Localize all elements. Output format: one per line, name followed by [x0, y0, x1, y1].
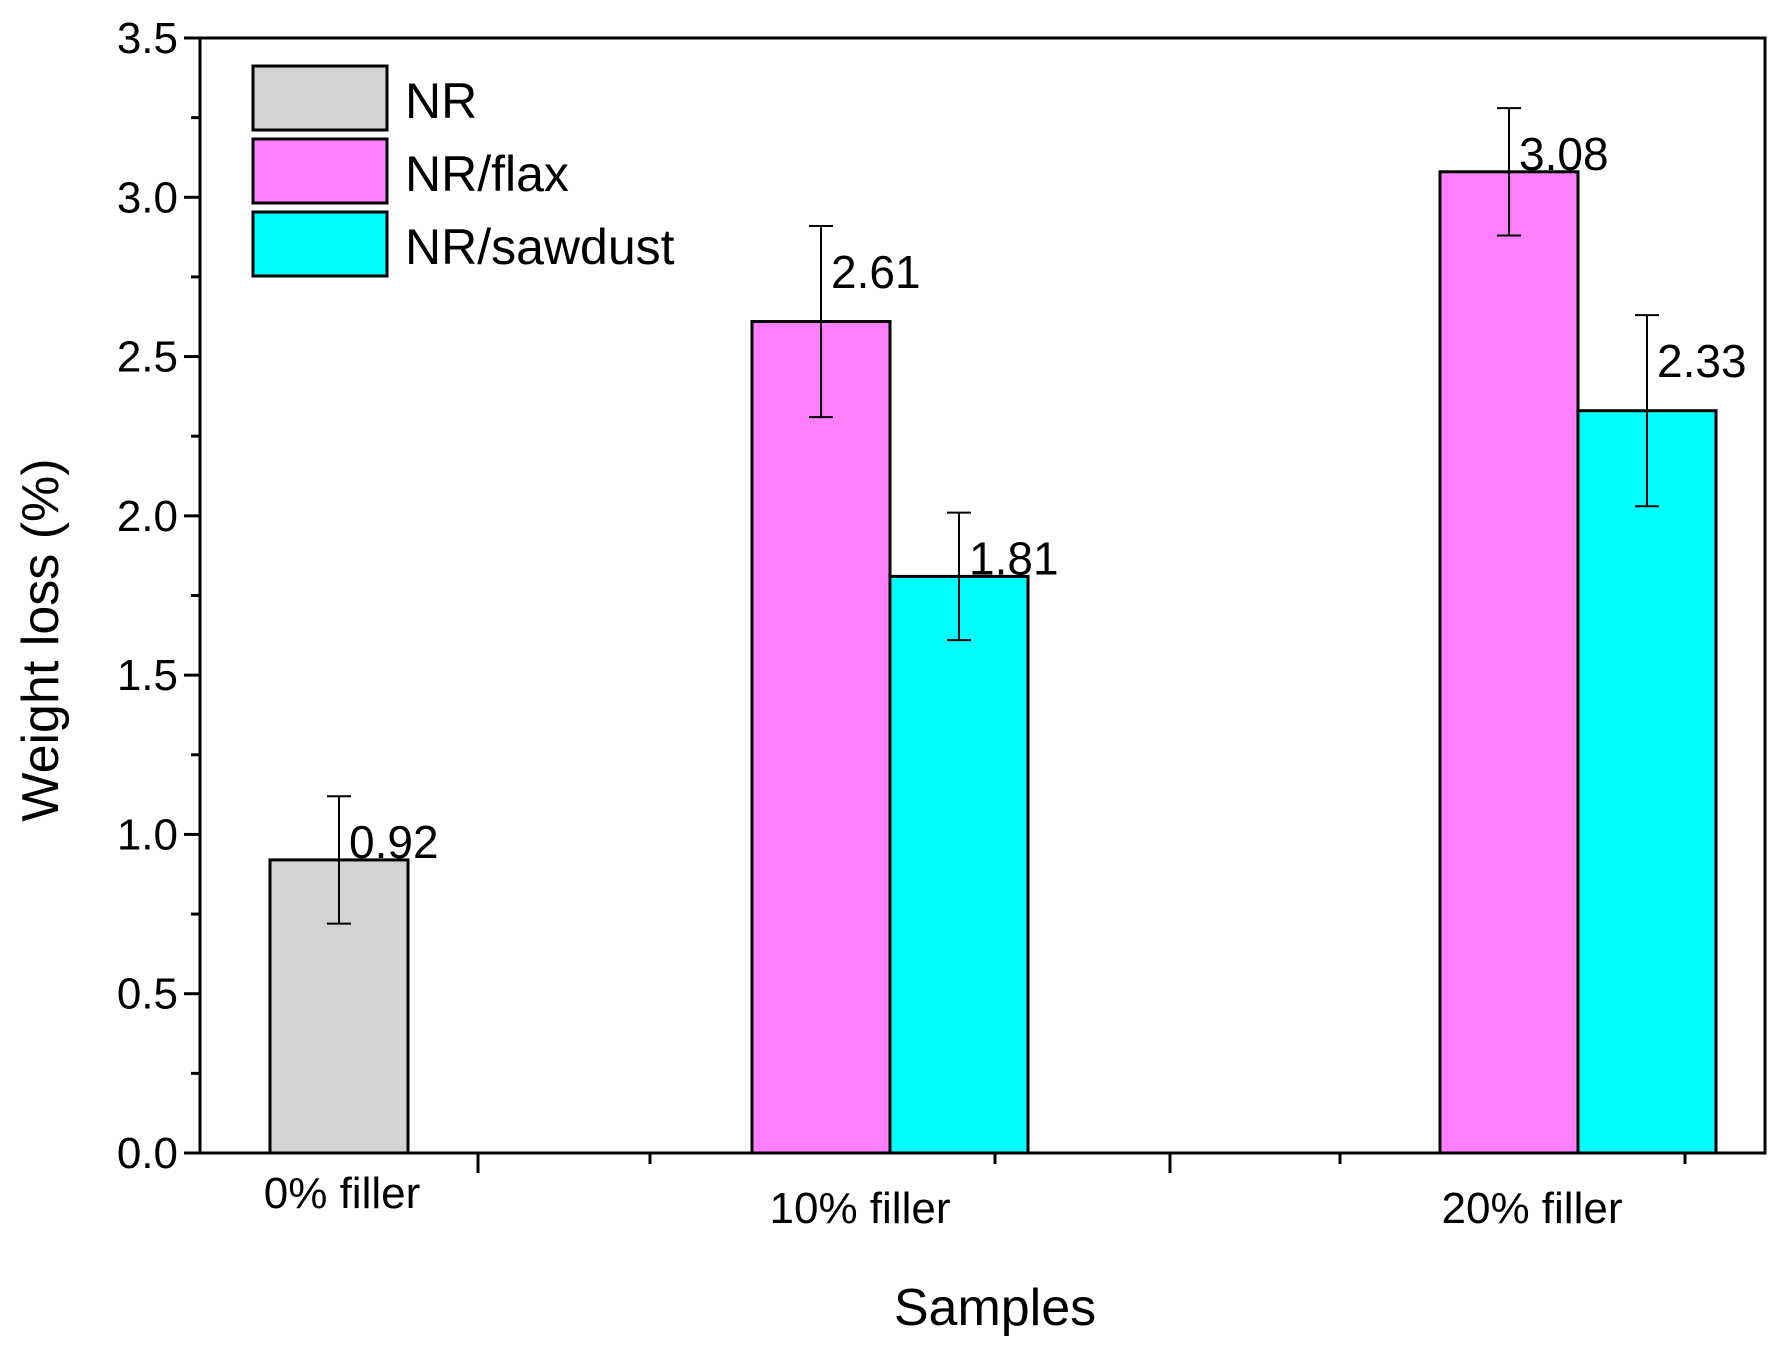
y-tick-label-6: 3.0 — [117, 173, 178, 222]
axes-layer: 0.0 0.5 1.0 1.5 2.0 2.5 3.0 3.5 0% filler 10% fil… — [117, 14, 1687, 1233]
data-label-1-1: 2.61 — [831, 246, 921, 298]
x-axis-title: Samples — [894, 1279, 1096, 1337]
data-label-2-2: 2.33 — [1657, 335, 1747, 387]
data-label-1-2: 3.08 — [1519, 128, 1609, 180]
legend-label-nr-sawdust: NR/sawdust — [405, 219, 675, 275]
y-tick-label-5: 2.5 — [117, 333, 178, 382]
bar-nr-flax-2 — [1438, 170, 1580, 1155]
data-label-2-1: 1.81 — [969, 533, 1059, 585]
bars-layer — [268, 170, 1718, 1155]
legend: NR NR/flax NR/sawdust — [251, 64, 675, 278]
legend-swatch-nr-sawdust — [251, 210, 389, 278]
y-tick-label-2: 1.0 — [117, 810, 178, 859]
y-tick-label-1: 0.5 — [117, 970, 178, 1019]
x-category-label-2: 20% filler — [1442, 1184, 1623, 1233]
legend-swatch-nr-flax — [251, 137, 389, 205]
x-category-label-1: 10% filler — [770, 1184, 951, 1233]
legend-label-nr: NR — [405, 73, 477, 129]
y-tick-label-4: 2.0 — [117, 492, 178, 541]
x-category-label-0: 0% filler — [264, 1169, 421, 1218]
legend-swatch-nr — [251, 64, 389, 132]
bar-nr-flax-1 — [750, 320, 892, 1155]
bar-nr-sawdust-2 — [1576, 409, 1718, 1155]
data-labels-layer: 0.92 2.61 1.81 3.08 2.33 — [349, 128, 1747, 868]
error-bars-layer — [327, 107, 1659, 925]
y-tick-label-3: 1.5 — [117, 651, 178, 700]
data-label-0-0: 0.92 — [349, 816, 439, 868]
y-axis-title: Weight loss (%) — [12, 458, 70, 821]
y-tick-label-7: 3.5 — [117, 14, 178, 63]
bar-nr-sawdust-1 — [888, 574, 1030, 1155]
y-tick-label-0: 0.0 — [117, 1129, 178, 1178]
legend-label-nr-flax: NR/flax — [405, 146, 569, 202]
